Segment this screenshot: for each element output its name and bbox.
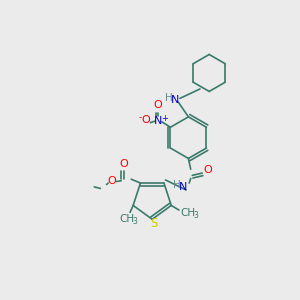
Text: N: N — [171, 95, 179, 105]
Text: +: + — [161, 114, 168, 123]
Text: CH: CH — [119, 214, 135, 224]
Text: O: O — [119, 159, 128, 169]
Text: H: H — [165, 93, 173, 103]
Text: S: S — [150, 217, 158, 230]
Text: 3: 3 — [194, 211, 198, 220]
Text: CH: CH — [181, 208, 196, 218]
Text: N: N — [179, 182, 187, 192]
Text: N: N — [154, 116, 162, 126]
Text: O: O — [108, 176, 116, 186]
Text: O: O — [203, 165, 212, 175]
Text: O: O — [141, 115, 150, 125]
Text: H: H — [173, 180, 181, 190]
Text: -: - — [139, 113, 142, 122]
Text: O: O — [154, 100, 163, 110]
Text: 3: 3 — [132, 217, 137, 226]
